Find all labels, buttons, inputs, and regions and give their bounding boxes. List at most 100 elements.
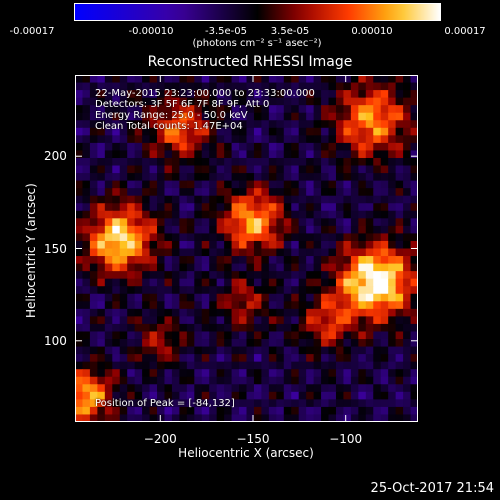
heatmap-cell: [149, 406, 158, 416]
heatmap-cell: [119, 240, 128, 250]
heatmap-cell: [194, 180, 203, 189]
heatmap-cell: [179, 135, 188, 144]
heatmap-cell: [276, 150, 285, 159]
heatmap-cell: [112, 180, 121, 189]
heatmap-cell: [365, 157, 374, 167]
heatmap-cell: [201, 406, 210, 416]
heatmap-cell: [388, 354, 397, 363]
heatmap-cell: [82, 271, 91, 280]
heatmap-cell: [388, 278, 397, 287]
heatmap-cell: [291, 271, 300, 280]
heatmap-cell: [231, 354, 240, 363]
heatmap-cell: [283, 127, 292, 136]
heatmap-cell: [276, 354, 285, 363]
heatmap-cell: [75, 361, 84, 370]
heatmap-cell: [380, 414, 389, 422]
heatmap-cell: [216, 195, 225, 204]
heatmap-cell: [186, 316, 195, 325]
heatmap-cell: [276, 180, 285, 189]
heatmap-cell: [380, 203, 389, 212]
heatmap-cell: [283, 142, 292, 152]
heatmap-cell: [335, 256, 345, 265]
heatmap-cell: [149, 293, 158, 302]
heatmap-cell: [403, 339, 412, 348]
heatmap-cell: [291, 316, 300, 325]
heatmap-cell: [164, 240, 173, 250]
heatmap-cell: [298, 165, 307, 174]
heatmap-cell: [224, 316, 233, 325]
heatmap-cell: [201, 188, 210, 197]
heatmap-cell: [373, 391, 382, 400]
heatmap-cell: [89, 180, 98, 189]
heatmap-cell: [358, 120, 367, 129]
heatmap-cell: [231, 248, 240, 257]
annotation-detectors: Detectors: 3F 5F 6F 7F 8F 9F, Att 0: [95, 99, 270, 110]
heatmap-cell: [410, 188, 418, 197]
heatmap-cell: [335, 293, 345, 302]
heatmap-cell: [350, 188, 359, 197]
heatmap-cell: [321, 293, 330, 302]
heatmap-cell: [75, 157, 84, 167]
heatmap-cell: [373, 308, 382, 317]
heatmap-cell: [127, 293, 136, 302]
heatmap-cell: [306, 256, 315, 265]
heatmap-cell: [410, 90, 418, 99]
heatmap-cell: [157, 210, 166, 219]
heatmap-cell: [395, 240, 404, 250]
heatmap-cell: [261, 82, 270, 91]
heatmap-cell: [194, 188, 203, 197]
heatmap-cell: [239, 406, 248, 416]
heatmap-cell: [179, 308, 188, 317]
heatmap-cell: [291, 233, 300, 242]
heatmap-cell: [142, 293, 151, 302]
heatmap-cell: [97, 391, 106, 400]
heatmap-cell: [164, 142, 173, 152]
heatmap-cell: [75, 142, 84, 152]
heatmap-cell: [410, 256, 418, 265]
heatmap-cell: [209, 75, 218, 84]
heatmap-cell: [388, 263, 397, 272]
heatmap-cell: [350, 150, 359, 159]
heatmap-cell: [171, 225, 180, 235]
heatmap-cell: [231, 278, 240, 287]
heatmap-cell: [321, 188, 330, 197]
heatmap-cell: [403, 369, 412, 378]
heatmap-cell: [201, 210, 210, 219]
heatmap-cell: [164, 256, 173, 265]
heatmap-cell: [328, 90, 337, 99]
heatmap-cell: [410, 210, 418, 219]
heatmap-cell: [410, 384, 418, 393]
heatmap-cell: [261, 150, 270, 159]
heatmap-cell: [179, 316, 188, 325]
heatmap-cell: [97, 323, 106, 333]
heatmap-cell: [380, 105, 389, 114]
heatmap-cell: [171, 339, 180, 348]
heatmap-cell: [321, 165, 330, 174]
heatmap-cell: [97, 316, 106, 325]
heatmap-cell: [194, 97, 203, 106]
heatmap-cell: [261, 361, 270, 370]
heatmap-cell: [253, 150, 263, 159]
heatmap-cell: [75, 195, 84, 204]
heatmap-cell: [343, 339, 352, 348]
heatmap-cell: [261, 323, 270, 333]
heatmap-cell: [268, 286, 277, 295]
heatmap-cell: [306, 188, 315, 197]
heatmap-cell: [253, 180, 263, 189]
heatmap-cell: [104, 75, 113, 84]
heatmap-cell: [350, 82, 359, 91]
heatmap-cell: [403, 346, 412, 355]
heatmap-cell: [246, 414, 255, 422]
heatmap-cell: [209, 369, 218, 378]
heatmap-cell: [134, 354, 143, 363]
heatmap-cell: [149, 97, 158, 106]
heatmap-cell: [112, 384, 121, 393]
heatmap-cell: [112, 248, 121, 257]
heatmap-cell: [119, 369, 128, 378]
heatmap-cell: [328, 316, 337, 325]
heatmap-cell: [127, 112, 136, 121]
heatmap-cell: [97, 157, 106, 167]
heatmap-cell: [283, 308, 292, 317]
heatmap-cell: [403, 384, 412, 393]
heatmap-cell: [283, 157, 292, 167]
